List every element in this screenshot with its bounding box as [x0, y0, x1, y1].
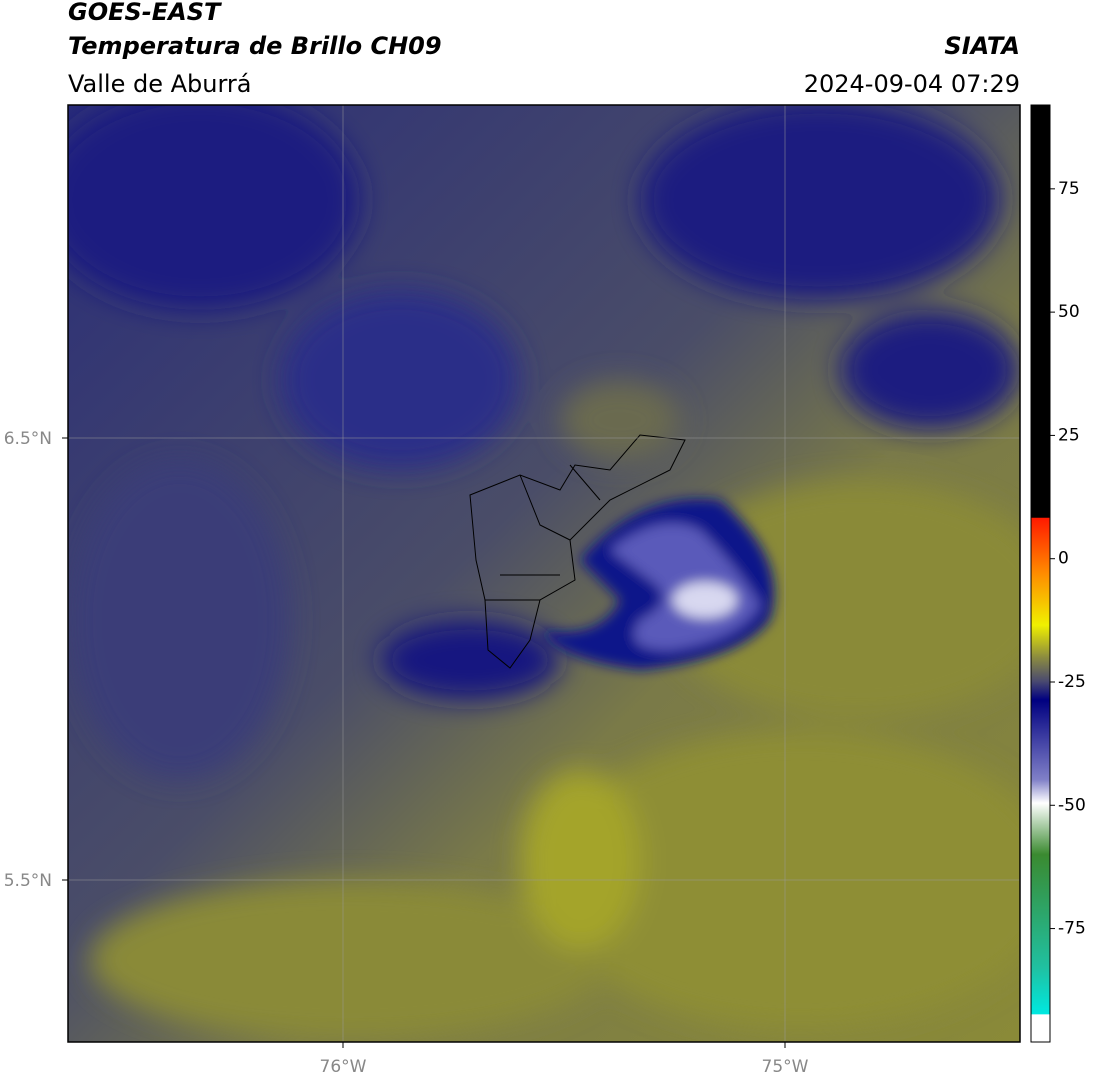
lon-label: 76°W [320, 1057, 367, 1077]
subtitle: Temperatura de Brillo CH09 [68, 32, 442, 60]
colorbar-tick-label: 75 [1058, 179, 1080, 199]
source: SIATA [944, 32, 1020, 60]
colorbar-tick-label: 25 [1058, 425, 1080, 445]
datetime: 2024-09-04 07:29 [804, 70, 1020, 98]
satellite-image [68, 105, 1020, 1042]
colorbar-tick-label: -75 [1058, 919, 1086, 939]
title: GOES-EAST [68, 0, 222, 26]
colorbar [1030, 104, 1051, 1043]
lon-label: 75°W [762, 1057, 809, 1077]
colorbar-tick-label: -50 [1058, 795, 1086, 815]
colorbar-tick-label: -25 [1058, 672, 1086, 692]
map-frame [67, 104, 1021, 1043]
lat-label: 6.5°N [4, 429, 52, 449]
region: Valle de Aburrá [68, 70, 252, 98]
colorbar-tick-label: 50 [1058, 302, 1080, 322]
colorbar-tick-label: 0 [1058, 549, 1069, 569]
lat-label: 5.5°N [4, 871, 52, 891]
